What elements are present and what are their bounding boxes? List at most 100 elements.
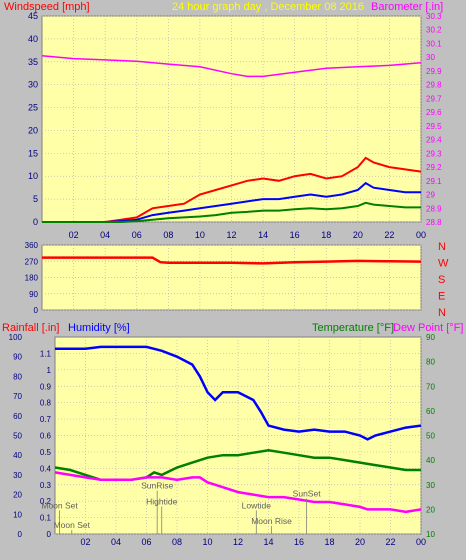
barometer-tick-label: 29 [426,191,435,200]
humidity-tick-label: 100 [9,333,23,342]
dewpoint-label: Dew Point [°F] [393,322,463,334]
barometer-tick-label: 29.2 [426,163,442,172]
wind-series-line [41,55,422,78]
rainfall-tick-label: 0.4 [40,464,52,473]
humidity-tick-label: 20 [13,491,22,500]
wind-x-tick-label: 00 [416,230,426,240]
rainfall-tick-label: 0.9 [40,382,52,391]
direction-series-line [42,256,422,265]
temperature-tick-label: 20 [426,505,435,514]
rain-x-tick-label: 04 [111,537,121,547]
rainfall-tick-label: 0.3 [40,481,52,490]
humidity-tick-label: 90 [13,353,22,362]
temperature-tick-label: 50 [426,432,435,441]
humidity-tick-label: 40 [13,451,22,460]
windspeed-tick-label: 25 [28,103,38,113]
wind-series-line [42,156,422,223]
rain-x-tick-label: 08 [172,537,182,547]
wind-baro-panel: 0 5 10 15 20 25 30 35 40 45 28.8 28.9 29 29.1 29.2 29.3… [28,11,442,240]
temperature-tick-label: 10 [426,530,435,539]
rainfall-tick-label: 0.6 [40,432,52,441]
rain-x-tick-label: 02 [80,537,90,547]
rain-x-tick-label: 12 [233,537,243,547]
windspeed-tick-label: 30 [28,80,38,90]
temperature-label: Temperature [°F] [312,322,394,334]
direction-tick-label: 0 [34,306,39,315]
barometer-tick-label: 29.8 [426,81,442,90]
rainfall-label: Rainfall [.in] [2,322,59,334]
rain-x-tick-label: 14 [263,537,273,547]
rainfall-tick-label: 0.5 [40,448,52,457]
rainfall-tick-label: 0.2 [40,497,52,506]
compass-label: S [438,274,445,286]
rain-x-tick-label: 18 [324,537,334,547]
compass-label: N [438,241,446,253]
humidity-tick-label: 70 [13,392,22,401]
rain-x-tick-label: 00 [416,537,426,547]
barometer-tick-label: 29.1 [426,177,442,186]
rainfall-tick-label: 1.1 [40,349,52,358]
barometer-tick-label: 30.2 [426,26,442,35]
temperature-tick-label: 90 [426,333,435,342]
barometer-label: Barometer [.in] [371,1,443,13]
wind-x-tick-label: 10 [195,230,205,240]
rain-x-tick-label: 22 [385,537,395,547]
rain-x-tick-label: 20 [355,537,365,547]
rainfall-tick-label: 0.1 [40,514,52,523]
rainfall-tick-label: 0 [47,530,52,539]
rain-x-tick-label: 06 [141,537,151,547]
event-label: Moon Set [41,500,78,510]
barometer-tick-label: 30.1 [426,39,442,48]
wind-series-line [42,201,421,223]
windspeed-tick-label: 15 [28,148,38,158]
humidity-tick-label: 60 [13,412,22,421]
humidity-label: Humidity [%] [68,322,130,334]
temperature-tick-label: 60 [426,407,435,416]
wind-x-tick-label: 14 [258,230,268,240]
compass-label: E [438,291,445,303]
wind-x-tick-label: 18 [321,230,331,240]
direction-tick-label: 90 [29,290,38,299]
rainfall-tick-label: 0.7 [40,415,52,424]
humidity-tick-label: 50 [13,432,22,441]
wind-x-tick-label: 08 [163,230,173,240]
windspeed-tick-label: 20 [28,125,38,135]
barometer-tick-label: 29.4 [426,136,442,145]
direction-tick-label: 180 [25,274,39,283]
windspeed-label: Windspeed [mph] [4,1,90,13]
windspeed-tick-label: 10 [28,171,38,181]
temperature-tick-label: 70 [426,382,435,391]
wind-x-tick-label: 04 [100,230,110,240]
windspeed-tick-label: 35 [28,57,38,67]
wind-x-tick-label: 20 [353,230,363,240]
rain-x-tick-label: 16 [294,537,304,547]
humidity-tick-label: 0 [18,530,23,539]
barometer-tick-label: 29.5 [426,122,442,131]
wind-x-tick-label: 16 [290,230,300,240]
humidity-tick-label: 10 [13,510,22,519]
windspeed-tick-label: 45 [28,11,38,21]
humidity-tick-label: 80 [13,372,22,381]
event-label: Lowtide [242,500,272,510]
barometer-tick-label: 28.8 [426,218,442,227]
humidity-tick-label: 30 [13,471,22,480]
barometer-tick-label: 29.6 [426,108,442,117]
event-label: SunRise [141,481,173,491]
windspeed-tick-label: 0 [33,217,38,227]
barometer-tick-label: 28.9 [426,204,442,213]
temperature-tick-label: 80 [426,358,435,367]
wind-x-tick-label: 22 [384,230,394,240]
wind-series-line [42,181,421,223]
direction-tick-label: 270 [25,257,39,266]
rainfall-tick-label: 0.8 [40,399,52,408]
barometer-tick-label: 29.9 [426,67,442,76]
temperature-tick-label: 30 [426,481,435,490]
rain-humidity-temp-panel: 010203040506070809010000.10.20.30.40.50.… [9,333,436,547]
compass-label: W [438,258,449,270]
chart-title: 24 hour graph day , December 08 2016 [172,1,364,13]
windspeed-tick-label: 40 [28,34,38,44]
barometer-tick-label: 29.3 [426,149,442,158]
event-label: Moon Rise [251,516,292,526]
